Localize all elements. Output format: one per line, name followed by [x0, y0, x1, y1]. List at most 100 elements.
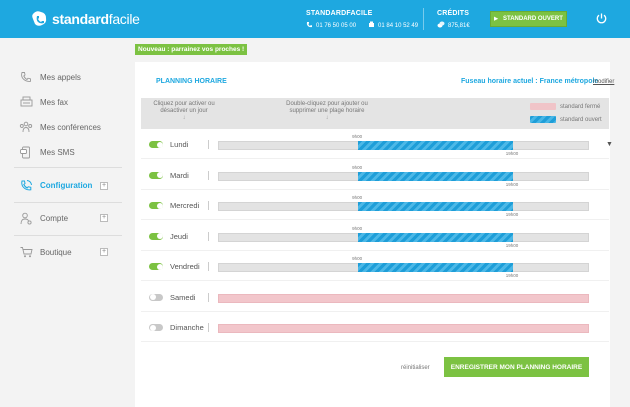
sidebar-item-mes-sms[interactable]: Mes SMS	[18, 145, 75, 159]
day-toggle[interactable]	[149, 263, 163, 270]
toggle-knob	[156, 141, 163, 148]
credits-line: 875,81€	[437, 21, 470, 30]
row-divider	[208, 231, 209, 241]
compte-expand-button[interactable]: +	[100, 214, 108, 222]
day-toggle[interactable]	[149, 171, 163, 179]
cart-icon	[18, 245, 34, 259]
day-toggle[interactable]	[149, 141, 163, 148]
open-time-label: 9h00	[352, 164, 363, 170]
legend-closed: standard fermé	[530, 103, 600, 110]
close-time-label: 19h00	[505, 242, 519, 248]
day-row: Samedi	[141, 282, 609, 312]
open-time-range[interactable]	[358, 263, 513, 272]
reset-link[interactable]: réinitialiser	[401, 365, 430, 371]
fax-small-icon	[368, 21, 375, 30]
day-toggle[interactable]	[149, 232, 163, 240]
day-label: Samedi	[170, 292, 196, 302]
open-time-range[interactable]	[358, 232, 513, 242]
day-row: Vendredi 9h00 19h00	[141, 251, 609, 281]
legend-open: standard ouvert	[530, 116, 602, 123]
time-track[interactable]	[218, 293, 589, 303]
day-toggle[interactable]	[149, 324, 163, 331]
sidebar-divider	[14, 235, 122, 236]
save-planning-button[interactable]: ENREGISTRER MON PLANNING HORAIRE	[444, 357, 589, 377]
legend-bar: Cliquez pour activer ou désactiver un jo…	[141, 98, 609, 129]
hint-activate-day: Cliquez pour activer ou désactiver un jo…	[147, 101, 221, 122]
day-row: Mercredi 9h00 19h00	[141, 190, 609, 220]
fax-icon	[18, 95, 34, 109]
day-label: Lundi	[170, 140, 189, 149]
open-time-label: 9h00	[352, 195, 363, 200]
legend-closed-label: standard fermé	[560, 103, 601, 110]
sidebar-item-boutique[interactable]: Boutique	[18, 245, 72, 259]
time-track[interactable]	[218, 141, 589, 150]
phone-number-1: 01 76 50 05 00	[316, 22, 357, 29]
account-title: STANDARDFACILE	[306, 10, 373, 17]
sidebar-item-label: Mes SMS	[40, 147, 75, 157]
sidebar-item-mes-appels[interactable]: Mes appels	[18, 70, 81, 84]
sidebar-item-label: Boutique	[40, 247, 72, 257]
referral-banner[interactable]: Nouveau : parrainez vos proches !	[135, 44, 248, 55]
phone-numbers: 01 76 50 05 00 01 84 10 52 49	[306, 21, 418, 30]
credits-value: 875,81€	[448, 22, 470, 29]
credits-title: CRÉDITS	[437, 10, 470, 17]
sms-icon	[18, 145, 34, 159]
sidebar-item-configuration[interactable]: Configuration	[18, 178, 92, 192]
phone-icon	[18, 70, 34, 84]
toggle-knob	[156, 263, 163, 270]
day-row: Mardi 9h00 19h00	[141, 160, 609, 190]
row-divider	[208, 201, 209, 210]
hint-range-text: Double-cliquez pour ajouter ou supprimer…	[286, 101, 368, 114]
coins-icon	[437, 21, 445, 30]
sidebar-item-mes-fax[interactable]: Mes fax	[18, 95, 68, 109]
row-divider	[208, 323, 209, 332]
row-divider	[208, 170, 209, 180]
day-label: Jeudi	[170, 231, 188, 241]
standard-open-button[interactable]: ▶ STANDARD OUVERT	[490, 11, 567, 27]
logo-text-bold: standard	[52, 11, 109, 27]
open-time-range[interactable]	[358, 171, 513, 181]
day-toggle[interactable]	[149, 202, 163, 209]
legend-open-label: standard ouvert	[560, 116, 602, 123]
day-label: Mercredi	[170, 201, 200, 210]
play-icon: ▶	[494, 16, 498, 22]
close-time-label: 19h00	[505, 181, 519, 187]
planning-panel: PLANNING HORAIRE Fuseau horaire actuel :…	[135, 62, 614, 407]
modify-timezone-link[interactable]: modifier	[593, 79, 615, 85]
sidebar-item-compte[interactable]: Compte	[18, 211, 68, 225]
configuration-expand-button[interactable]: +	[100, 182, 108, 190]
collapse-caret-icon[interactable]: ▼	[606, 141, 613, 148]
top-header: standardfacile STANDARDFACILE 01 76 50 0…	[0, 0, 630, 38]
time-track[interactable]	[218, 202, 589, 211]
open-time-range[interactable]	[358, 141, 513, 150]
day-toggle[interactable]	[149, 293, 163, 301]
day-row: Jeudi 9h00 19h00	[141, 221, 609, 251]
boutique-expand-button[interactable]: +	[100, 248, 108, 256]
row-divider	[208, 292, 209, 302]
close-time-label: 19h00	[505, 151, 519, 156]
sidebar-item-mes-conferences[interactable]: Mes conférences	[18, 120, 101, 134]
time-track[interactable]	[218, 324, 589, 333]
open-time-range[interactable]	[358, 202, 513, 211]
logo-text: standardfacile	[52, 11, 140, 27]
toggle-knob	[149, 294, 156, 300]
row-divider	[208, 140, 209, 149]
header-divider	[423, 8, 424, 30]
power-icon[interactable]	[595, 12, 608, 25]
logo[interactable]: standardfacile	[30, 10, 140, 28]
toggle-knob	[149, 324, 156, 331]
arrow-down-icon: ↓	[182, 115, 186, 121]
open-swatch	[530, 116, 556, 123]
toggle-knob	[156, 233, 163, 239]
logo-text-light: facile	[108, 11, 140, 27]
day-row: Lundi 9h00 19h00 ▼	[141, 129, 613, 159]
account-block: STANDARDFACILE 01 76 50 05 00 01 84 10 5…	[306, 10, 418, 30]
day-label: Dimanche	[170, 323, 204, 332]
configuration-icon	[18, 178, 34, 192]
credits-block: CRÉDITS 875,81€	[437, 10, 470, 30]
time-track[interactable]	[218, 171, 589, 181]
time-track[interactable]	[218, 263, 589, 272]
timezone-label: Fuseau horaire actuel : France métropole	[461, 78, 599, 85]
open-time-label: 9h00	[352, 134, 363, 139]
time-track[interactable]	[218, 232, 589, 242]
